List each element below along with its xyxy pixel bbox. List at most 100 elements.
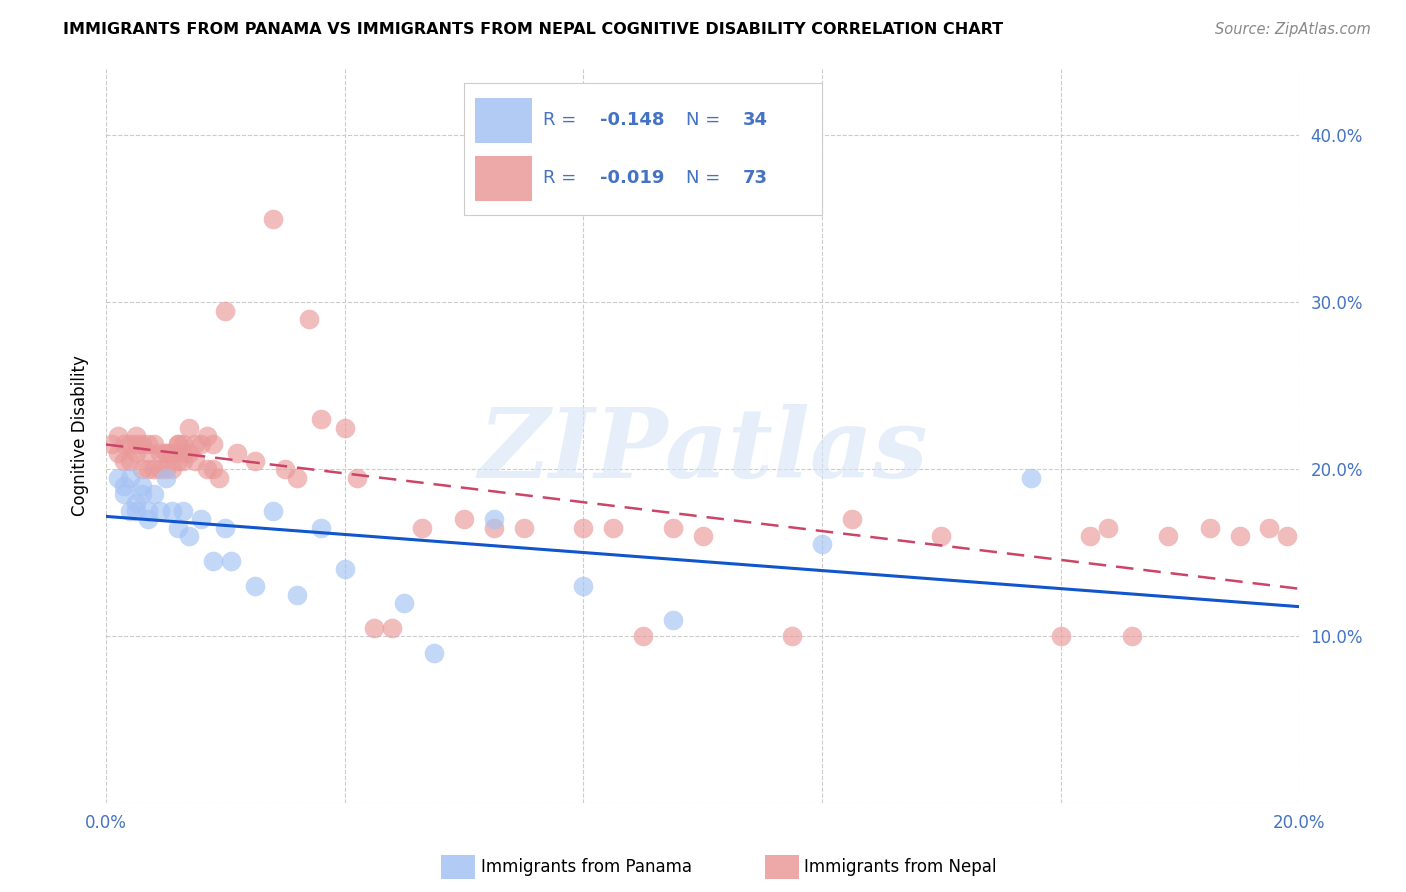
Point: [166, 454, 188, 468]
Point: [394, 596, 416, 610]
Point: [453, 512, 475, 526]
Point: [202, 437, 225, 451]
Point: [155, 445, 177, 459]
Point: [841, 512, 863, 526]
Point: [274, 462, 297, 476]
Point: [512, 521, 534, 535]
Point: [136, 445, 159, 459]
Point: [142, 487, 165, 501]
Text: Source: ZipAtlas.com: Source: ZipAtlas.com: [1215, 22, 1371, 37]
Point: [131, 462, 153, 476]
Point: [136, 462, 159, 476]
Point: [166, 437, 188, 451]
Point: [381, 621, 404, 635]
Point: [118, 454, 141, 468]
Point: [482, 521, 505, 535]
Point: [101, 437, 124, 451]
Point: [219, 554, 242, 568]
Point: [179, 420, 201, 434]
Point: [285, 470, 308, 484]
Point: [184, 454, 207, 468]
Point: [155, 470, 177, 484]
Point: [1198, 521, 1220, 535]
Point: [1121, 629, 1143, 643]
Point: [131, 479, 153, 493]
Point: [179, 529, 201, 543]
Point: [136, 504, 159, 518]
Point: [572, 521, 595, 535]
Point: [136, 512, 159, 526]
Point: [155, 445, 177, 459]
Point: [118, 437, 141, 451]
Point: [172, 454, 194, 468]
Point: [692, 529, 714, 543]
Point: [107, 445, 129, 459]
Point: [184, 437, 207, 451]
Point: [208, 470, 231, 484]
Point: [125, 504, 148, 518]
Point: [172, 504, 194, 518]
Point: [1229, 529, 1251, 543]
Point: [149, 462, 172, 476]
Text: Immigrants from Nepal: Immigrants from Nepal: [804, 858, 997, 876]
Point: [190, 437, 212, 451]
Point: [309, 521, 332, 535]
Point: [202, 462, 225, 476]
Point: [661, 521, 683, 535]
Point: [214, 303, 236, 318]
Point: [190, 512, 212, 526]
Point: [195, 462, 218, 476]
Point: [155, 462, 177, 476]
Point: [149, 445, 172, 459]
Point: [602, 521, 624, 535]
Y-axis label: Cognitive Disability: Cognitive Disability: [72, 356, 89, 516]
Point: [1277, 529, 1299, 543]
Point: [1258, 521, 1281, 535]
Point: [1049, 629, 1071, 643]
Point: [226, 445, 249, 459]
Point: [363, 621, 385, 635]
Point: [811, 537, 834, 551]
Point: [160, 445, 183, 459]
Text: Immigrants from Panama: Immigrants from Panama: [481, 858, 692, 876]
Point: [572, 579, 595, 593]
Point: [333, 420, 356, 434]
Point: [142, 462, 165, 476]
Point: [125, 437, 148, 451]
Point: [333, 562, 356, 576]
Point: [423, 646, 446, 660]
Point: [160, 504, 183, 518]
Point: [131, 487, 153, 501]
Point: [118, 470, 141, 484]
Point: [309, 412, 332, 426]
Point: [112, 487, 135, 501]
Point: [411, 521, 433, 535]
Point: [166, 521, 188, 535]
Point: [631, 629, 654, 643]
Point: [214, 521, 236, 535]
Point: [125, 429, 148, 443]
Point: [125, 445, 148, 459]
Point: [118, 504, 141, 518]
Point: [107, 429, 129, 443]
Point: [298, 312, 321, 326]
Point: [131, 437, 153, 451]
Point: [179, 445, 201, 459]
Point: [172, 437, 194, 451]
Point: [142, 437, 165, 451]
Point: [172, 445, 194, 459]
Point: [1097, 521, 1119, 535]
Point: [285, 588, 308, 602]
Text: IMMIGRANTS FROM PANAMA VS IMMIGRANTS FROM NEPAL COGNITIVE DISABILITY CORRELATION: IMMIGRANTS FROM PANAMA VS IMMIGRANTS FRO…: [63, 22, 1004, 37]
Point: [112, 454, 135, 468]
Point: [160, 462, 183, 476]
Point: [661, 613, 683, 627]
Point: [136, 437, 159, 451]
Point: [107, 470, 129, 484]
Point: [262, 504, 284, 518]
Point: [482, 512, 505, 526]
Point: [166, 437, 188, 451]
Point: [202, 554, 225, 568]
Point: [243, 454, 266, 468]
Point: [346, 470, 368, 484]
